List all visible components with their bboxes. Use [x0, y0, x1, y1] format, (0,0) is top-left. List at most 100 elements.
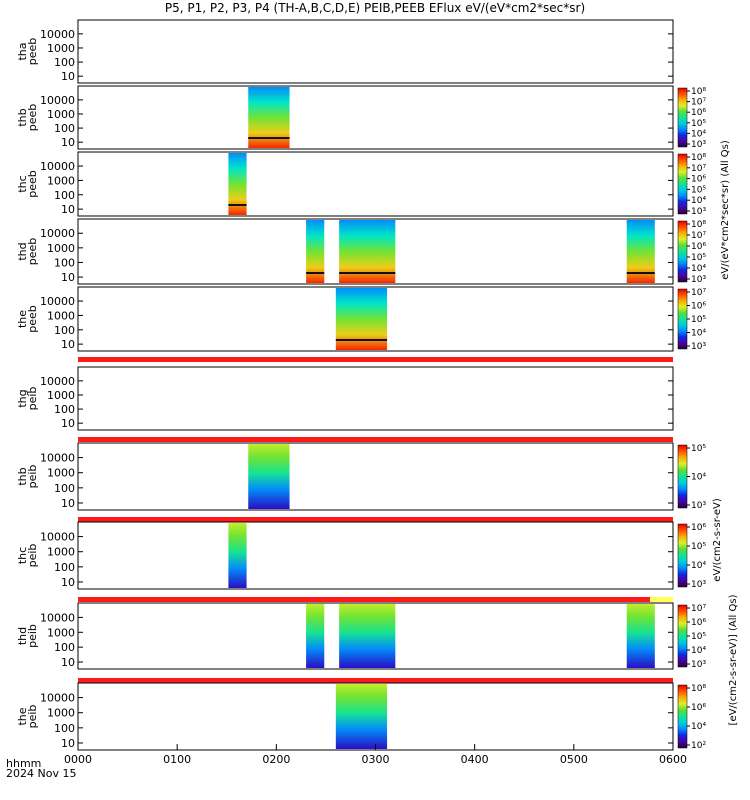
- y-tick-label: 10: [61, 497, 75, 510]
- y-tick-label: 1000: [47, 108, 75, 121]
- data-block: [228, 523, 247, 588]
- panel-label-probe: thd: [16, 627, 29, 645]
- panel-label-probe: thd: [16, 242, 29, 260]
- y-tick-label: 1000: [47, 309, 75, 322]
- colorbar-tick-label: 10⁴: [691, 196, 706, 206]
- colorbar-tick-label: 10⁷: [691, 231, 706, 241]
- y-tick-label: 10000: [40, 452, 75, 465]
- y-tick-label: 1000: [47, 626, 75, 639]
- y-tick-label: 100: [54, 56, 75, 69]
- colorbar-tick-label: 10⁸: [691, 87, 706, 97]
- x-tick-label: 0300: [362, 753, 390, 766]
- y-tick-label: 1000: [47, 174, 75, 187]
- panel-label-instrument: peeb: [26, 170, 39, 198]
- colorbar-tick-label: 10⁶: [691, 703, 706, 713]
- colorbar-tick-label: 10⁴: [691, 722, 706, 732]
- y-tick-label: 10: [61, 203, 75, 216]
- status-bar: [78, 437, 673, 442]
- data-block: [626, 604, 655, 668]
- panel-group: 10100100010000thapeeb10100100010000thbpe…: [16, 19, 706, 751]
- panel-label-probe: thg: [16, 389, 29, 407]
- y-tick-label: 10000: [40, 160, 75, 173]
- panel-frame: [77, 286, 674, 352]
- y-tick-label: 1000: [47, 42, 75, 55]
- data-block: [248, 444, 290, 509]
- trace-line: [306, 272, 325, 274]
- y-tick-label: 100: [54, 324, 75, 337]
- trace-line: [228, 204, 247, 206]
- panel-label-probe: the: [16, 310, 29, 328]
- y-tick-label: 1000: [47, 707, 75, 720]
- panel-label-instrument: peeb: [26, 305, 39, 333]
- colorbar-tick-label: 10⁴: [691, 473, 706, 483]
- colorbar-tick-label: 10⁶: [691, 618, 706, 628]
- y-tick-label: 100: [54, 403, 75, 416]
- y-tick-label: 10: [61, 271, 75, 284]
- y-tick-label: 10: [61, 136, 75, 149]
- data-block: [228, 153, 247, 215]
- panel-label-instrument: peib: [26, 465, 39, 489]
- panel-label-probe: thb: [16, 108, 29, 126]
- status-bar: [78, 678, 673, 683]
- colorbar-tick-label: 10³: [691, 342, 706, 352]
- colorbar-tick-label: 10⁴: [691, 646, 706, 656]
- y-tick-label: 100: [54, 256, 75, 269]
- y-tick-label: 10: [61, 737, 75, 750]
- colorbar: [677, 87, 688, 148]
- status-bar: [78, 517, 673, 522]
- y-tick-label: 10: [61, 338, 75, 351]
- colorbar-tick-label: 10⁷: [691, 98, 706, 108]
- x-tick-label: 0200: [262, 753, 290, 766]
- panel-frame: [77, 602, 674, 670]
- xaxis-label: hhmm: [6, 757, 41, 770]
- panel-label-probe: the: [16, 707, 29, 725]
- data-block: [306, 604, 325, 668]
- y-tick-label: 1000: [47, 389, 75, 402]
- trace-line: [248, 137, 290, 139]
- panel-label-probe: thb: [16, 467, 29, 485]
- y-tick-label: 100: [54, 641, 75, 654]
- colorbar-tick-label: 10³: [691, 580, 706, 590]
- y-tick-label: 1000: [47, 546, 75, 559]
- y-tick-label: 10000: [40, 692, 75, 705]
- panel-frame: [77, 85, 674, 150]
- chart-title: P5, P1, P2, P3, P4 (TH-A,B,C,D,E) PEIB,P…: [165, 1, 585, 15]
- colorbar-tick-label: 10⁴: [691, 329, 706, 339]
- data-block: [335, 684, 388, 749]
- colorbar-tick-label: 10⁶: [691, 108, 706, 118]
- colorbar-tick-label: 10⁵: [691, 253, 706, 263]
- panel-label-instrument: peib: [26, 624, 39, 648]
- panel-frame: [77, 218, 674, 285]
- colorbar-tick-label: 10²: [691, 741, 706, 751]
- panel-label-probe: tha: [16, 42, 29, 60]
- panel-label-probe: thc: [16, 175, 29, 192]
- date-label: 2024 Nov 15: [6, 767, 76, 780]
- y-tick-label: 100: [54, 482, 75, 495]
- colorbar-tick-label: 10⁵: [691, 542, 706, 552]
- colorbar-tick-label: 10⁶: [691, 523, 706, 533]
- panel-frame: [77, 151, 674, 217]
- status-bar: [78, 597, 673, 602]
- colorbar-tick-label: 10⁵: [691, 632, 706, 642]
- y-tick-label: 10000: [40, 94, 75, 107]
- colorbar-tick-label: 10⁶: [691, 242, 706, 252]
- colorbar-tick-label: 10³: [691, 275, 706, 285]
- colorbar-tick-label: 10⁴: [691, 129, 706, 139]
- panel-frame: [77, 442, 674, 511]
- x-tick-label: 0400: [461, 753, 489, 766]
- y-tick-label: 10000: [40, 611, 75, 624]
- y-tick-label: 1000: [47, 242, 75, 255]
- colorbar: [677, 444, 688, 509]
- panel-frame: [77, 366, 674, 431]
- x-tick-label: 0600: [659, 753, 687, 766]
- colorbar-tick-label: 10⁸: [691, 684, 706, 694]
- colorbar-tick-label: 10⁷: [691, 604, 706, 614]
- colorbar-tick-label: 10⁶: [691, 175, 706, 185]
- y-tick-label: 10000: [40, 28, 75, 41]
